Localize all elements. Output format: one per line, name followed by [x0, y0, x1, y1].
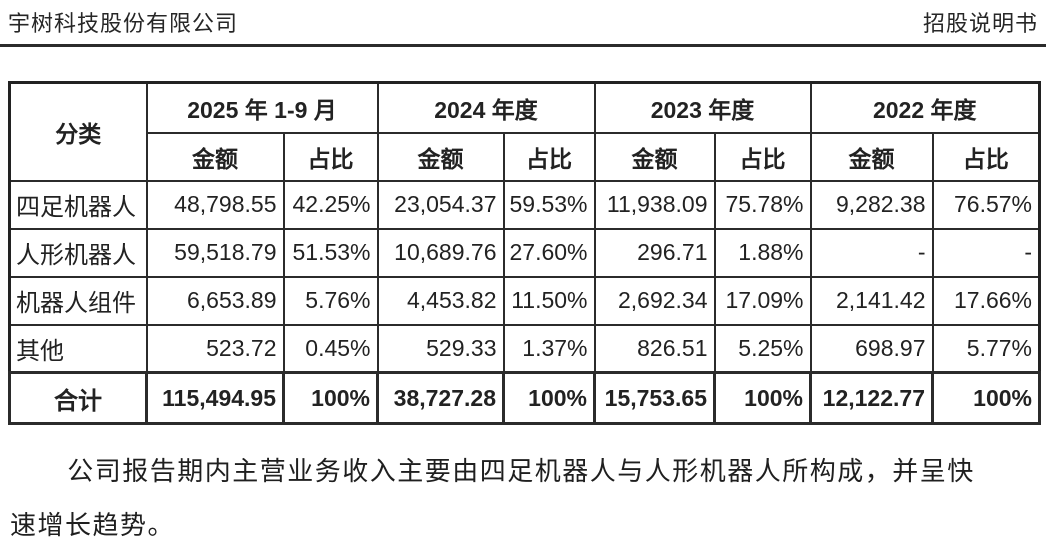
cell-ratio: - — [931, 227, 1041, 278]
subheader-ratio: 占比 — [502, 131, 596, 182]
doc-type-label: 招股说明书 — [922, 11, 1038, 36]
cell-ratio: 17.66% — [931, 275, 1041, 326]
table-row: 四足机器人 48,798.55 42.25% 23,054.37 59.53% … — [8, 179, 1041, 230]
cell-ratio: 1.37% — [502, 323, 596, 374]
row-category: 人形机器人 — [8, 227, 148, 278]
cell-ratio: 5.76% — [282, 275, 379, 326]
cell-amount: 38,727.28 — [376, 371, 505, 425]
row-category: 其他 — [8, 323, 148, 374]
cell-amount: 826.51 — [593, 323, 716, 374]
cell-ratio: 11.50% — [502, 275, 596, 326]
cell-ratio: 0.45% — [282, 323, 379, 374]
cell-ratio: 5.77% — [931, 323, 1041, 374]
cell-amount: - — [809, 227, 934, 278]
subheader-amount: 金额 — [376, 131, 505, 182]
cell-amount: 698.97 — [809, 323, 934, 374]
cell-ratio: 100% — [931, 371, 1041, 425]
revenue-table: 分类 2025 年 1-9 月 2024 年度 2023 年度 2022 年度 … — [8, 81, 1041, 425]
cell-amount: 59,518.79 — [145, 227, 285, 278]
cell-ratio: 100% — [282, 371, 379, 425]
cell-amount: 11,938.09 — [593, 179, 716, 230]
company-name: 宇树科技股份有限公司 — [8, 11, 239, 36]
paragraph-line-1: 公司报告期内主营业务收入主要由四足机器人与人形机器人所构成，并呈快 — [67, 457, 975, 486]
cell-ratio: 59.53% — [502, 179, 596, 230]
cell-amount: 10,689.76 — [376, 227, 505, 278]
subheader-ratio: 占比 — [713, 131, 812, 182]
cell-amount: 2,692.34 — [593, 275, 716, 326]
header-period-2025: 2025 年 1-9 月 — [145, 81, 379, 134]
cell-amount: 15,753.65 — [593, 371, 716, 425]
cell-ratio: 100% — [502, 371, 596, 425]
cell-amount: 23,054.37 — [376, 179, 505, 230]
subheader-amount: 金额 — [809, 131, 934, 182]
cell-ratio: 27.60% — [502, 227, 596, 278]
page-header: 宇树科技股份有限公司 招股说明书 — [0, 0, 1046, 47]
cell-ratio: 5.25% — [713, 323, 812, 374]
paragraph-line-2: 速增长趋势。 — [10, 511, 176, 540]
total-label: 合计 — [8, 371, 148, 425]
table-header-group-row: 分类 2025 年 1-9 月 2024 年度 2023 年度 2022 年度 — [8, 81, 1041, 182]
subheader-ratio: 占比 — [282, 131, 379, 182]
cell-ratio: 1.88% — [713, 227, 812, 278]
subheader-amount: 金额 — [593, 131, 716, 182]
revenue-table-container: 分类 2025 年 1-9 月 2024 年度 2023 年度 2022 年度 … — [8, 81, 1041, 425]
cell-amount: 115,494.95 — [145, 371, 285, 425]
cell-amount: 9,282.38 — [809, 179, 934, 230]
row-category: 四足机器人 — [8, 179, 148, 230]
table-row: 机器人组件 6,653.89 5.76% 4,453.82 11.50% 2,6… — [8, 275, 1041, 326]
cell-amount: 4,453.82 — [376, 275, 505, 326]
body-paragraph: 公司报告期内主营业务收入主要由四足机器人与人形机器人所构成，并呈快 速增长趋势。 — [10, 451, 1036, 542]
table-row: 其他 523.72 0.45% 529.33 1.37% 826.51 5.25… — [8, 323, 1041, 374]
header-category: 分类 — [8, 81, 148, 182]
cell-amount: 296.71 — [593, 227, 716, 278]
cell-amount: 48,798.55 — [145, 179, 285, 230]
row-category: 机器人组件 — [8, 275, 148, 326]
cell-amount: 12,122.77 — [809, 371, 934, 425]
cell-ratio: 75.78% — [713, 179, 812, 230]
cell-ratio: 51.53% — [282, 227, 379, 278]
header-period-2023: 2023 年度 — [593, 81, 812, 134]
cell-ratio: 76.57% — [931, 179, 1041, 230]
subheader-amount: 金额 — [145, 131, 285, 182]
cell-amount: 6,653.89 — [145, 275, 285, 326]
cell-amount: 2,141.42 — [809, 275, 934, 326]
table-row: 人形机器人 59,518.79 51.53% 10,689.76 27.60% … — [8, 227, 1041, 278]
header-period-2024: 2024 年度 — [376, 81, 596, 134]
cell-ratio: 100% — [713, 371, 812, 425]
cell-ratio: 42.25% — [282, 179, 379, 230]
cell-ratio: 17.09% — [713, 275, 812, 326]
table-total-row: 合计 115,494.95 100% 38,727.28 100% 15,753… — [8, 371, 1041, 425]
header-period-2022: 2022 年度 — [809, 81, 1041, 134]
cell-amount: 529.33 — [376, 323, 505, 374]
table-subheader-row: 金额 占比 金额 占比 金额 占比 金额 占比 — [10, 131, 1041, 182]
subheader-ratio: 占比 — [931, 131, 1041, 182]
cell-amount: 523.72 — [145, 323, 285, 374]
